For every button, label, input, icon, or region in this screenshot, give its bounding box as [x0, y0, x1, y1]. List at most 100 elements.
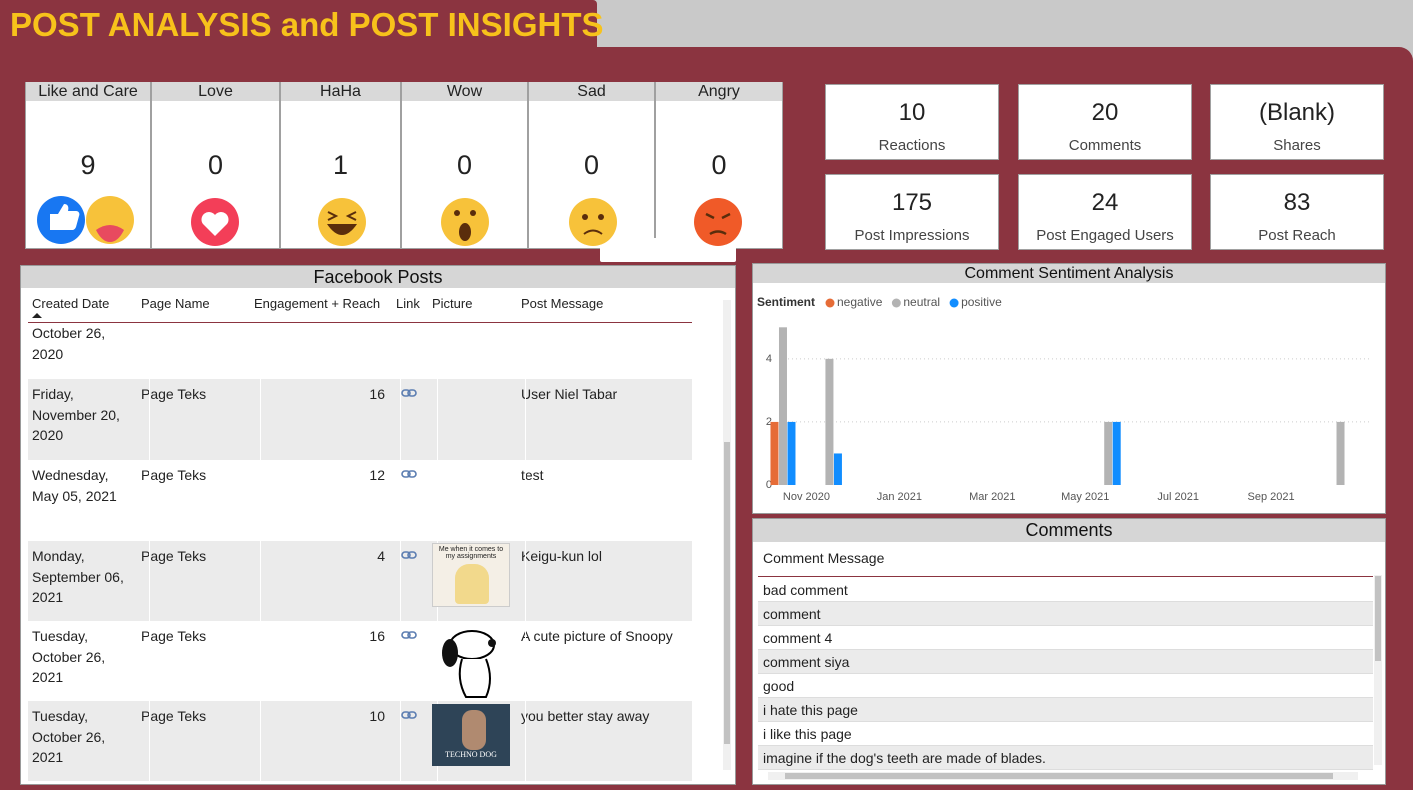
column-header[interactable]: Created Date: [32, 296, 110, 311]
kpi-value: 10: [898, 99, 926, 126]
post-date: Monday, September 06, 2021: [32, 548, 124, 605]
picture-caption: Me when it comes to my assignments: [438, 546, 504, 560]
scroll-thumb[interactable]: [1375, 576, 1381, 661]
toolbar: [600, 238, 736, 262]
reaction-count: 9: [80, 150, 96, 180]
reaction-label: Sad: [529, 82, 654, 101]
picture-caption: TECHNO DOG: [445, 750, 497, 759]
column-header[interactable]: Post Message: [521, 296, 604, 311]
kpi-card: [1018, 174, 1192, 250]
kpi-card: [1210, 174, 1384, 250]
comment-row: [758, 578, 1373, 602]
link-icon[interactable]: [401, 707, 417, 719]
page-name: Page Teks: [141, 708, 207, 724]
post-message: you better stay away: [521, 708, 650, 724]
engagement: 16: [369, 386, 385, 402]
col-sep: [400, 541, 401, 621]
link-glyph: [401, 711, 417, 719]
reaction-label: Wow: [402, 82, 527, 101]
kpi-value: 83: [1283, 189, 1311, 216]
comment-text: comment: [763, 606, 821, 622]
comment-row: [758, 602, 1373, 626]
snoopy: [442, 630, 496, 698]
col-sep: [437, 323, 438, 379]
comment-row: [758, 650, 1373, 674]
kpi-value: 20: [1091, 99, 1119, 126]
link-icon[interactable]: [401, 466, 417, 478]
comment-text: bad comment: [763, 582, 848, 598]
hscroll-thumb[interactable]: [785, 773, 1333, 779]
link-icon[interactable]: [401, 627, 417, 639]
col-sep: [437, 379, 438, 460]
column-header[interactable]: Engagement + Reach: [254, 296, 381, 311]
picture-figure: [455, 564, 489, 604]
page-name: Page Teks: [141, 628, 207, 644]
col-sep: [149, 701, 150, 781]
comment-row: [758, 722, 1373, 746]
header-rule: [758, 576, 1373, 577]
reaction-label: Angry: [656, 82, 782, 101]
comment-text: comment 4: [763, 630, 833, 646]
scroll-track[interactable]: [1374, 575, 1382, 765]
reaction-count: 0: [711, 150, 727, 180]
reaction-label: HaHa: [281, 82, 400, 101]
col-sep: [260, 621, 261, 701]
column-header[interactable]: Page Name: [141, 296, 210, 311]
kpi-value: 175: [891, 189, 933, 216]
col-sep: [525, 621, 526, 701]
scroll-thumb[interactable]: [724, 442, 730, 744]
col-sep: [525, 323, 526, 379]
comment-row: [758, 674, 1373, 698]
col-sep: [437, 621, 438, 701]
title-tab: [0, 0, 597, 48]
kpi-label: Reactions: [878, 137, 946, 154]
page-name: Page Teks: [141, 548, 207, 564]
reaction-count: 0: [207, 150, 224, 180]
col-sep: [525, 701, 526, 781]
reaction-count: 0: [583, 150, 600, 180]
col-sep: [525, 541, 526, 621]
kpi-label: Comments: [1068, 137, 1142, 154]
col-sep: [525, 379, 526, 460]
picture: Me when it comes to my assignments: [432, 543, 510, 607]
comment-row: [758, 746, 1373, 770]
comments-title: Comments: [753, 519, 1385, 542]
post-message: A cute picture of Snoopy: [521, 628, 673, 644]
column-header[interactable]: Comment Message: [763, 550, 885, 566]
post-date: Wednesday, May 05, 2021: [32, 467, 117, 504]
header-rule: [28, 322, 692, 323]
col-sep: [400, 621, 401, 701]
post-message: User Niel Tabar: [521, 386, 618, 402]
col-sep: [149, 323, 150, 379]
col-sep: [260, 701, 261, 781]
comment-row: [758, 698, 1373, 722]
link-glyph: [401, 389, 417, 397]
kpi-card: [1018, 84, 1192, 160]
post-row: Tuesday, October 26, 2021 Page Teks 10 you …: [28, 701, 692, 781]
engagement: 10: [369, 708, 385, 724]
column-header[interactable]: Link: [396, 296, 420, 311]
comment-text: good: [763, 678, 795, 694]
comment-text: imagine if the dog's teeth are made of b…: [763, 750, 1046, 766]
post-date: October 26, 2020: [32, 325, 106, 362]
post-row: Tuesday, October 26, 2021 Page Teks 16 A cu…: [28, 621, 692, 701]
col-sep: [400, 701, 401, 781]
col-sep: [149, 621, 150, 701]
post-date: Friday, November 20, 2020: [32, 386, 120, 443]
post-date: Tuesday, October 26, 2021: [32, 708, 106, 765]
col-sep: [400, 379, 401, 460]
post-row: Monday, September 06, 2021 Page Teks 4 Keig…: [28, 541, 692, 621]
kpi-card: [825, 84, 999, 160]
col-sep: [149, 379, 150, 460]
engagement: 16: [369, 628, 385, 644]
link-icon[interactable]: [401, 385, 417, 397]
sort-arrow: [32, 313, 42, 318]
kpi-label: Shares: [1273, 137, 1321, 154]
column-header[interactable]: Picture: [432, 296, 473, 311]
link-glyph: [401, 551, 417, 559]
link-icon[interactable]: [401, 547, 417, 559]
comment-text: comment siya: [763, 654, 850, 670]
kpi-label: Post Impressions: [854, 227, 970, 244]
col-sep: [260, 323, 261, 379]
